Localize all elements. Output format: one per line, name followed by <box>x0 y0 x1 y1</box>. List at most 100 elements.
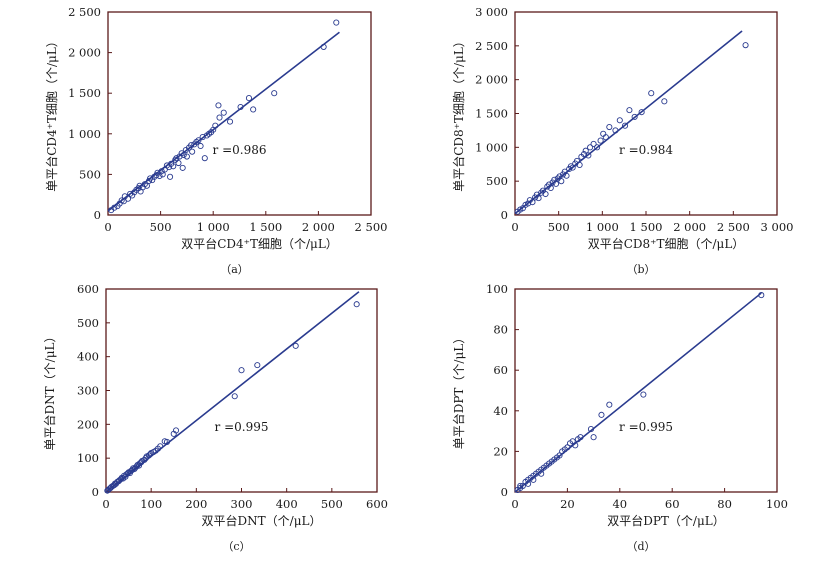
data-point <box>640 391 647 398</box>
data-point <box>173 155 180 162</box>
data-point <box>226 118 234 125</box>
data-point <box>201 155 208 162</box>
y-axis-label: 单平台CD8⁺T细胞（个/μL） <box>451 35 466 192</box>
data-point <box>600 130 607 137</box>
y-axis-label: 单平台DPT（个/μL） <box>451 332 466 450</box>
x-tick-label: 1 500 <box>630 220 663 234</box>
data-point <box>742 42 749 49</box>
correlation-annotation: r =0.986 <box>213 143 267 157</box>
panel-1: 0 500 1 000 1 500 2 000 2 500 0 500 1 000 1 500 2 … <box>44 5 387 276</box>
data-point <box>159 171 166 178</box>
y-tick-label: 0 <box>501 485 508 499</box>
panel-label: （a） <box>220 263 249 276</box>
data-point <box>147 451 154 458</box>
data-point <box>661 98 668 105</box>
y-tick-label: 80 <box>493 323 508 337</box>
correlation-annotation: r =0.995 <box>215 420 269 434</box>
y-tick-label: 2 500 <box>68 5 101 19</box>
data-point <box>353 301 360 308</box>
x-tick-label: 500 <box>548 220 570 234</box>
data-point <box>597 137 604 144</box>
data-point <box>525 480 532 487</box>
data-point <box>567 163 574 170</box>
data-point <box>292 342 299 349</box>
data-point <box>157 443 164 450</box>
data-point <box>552 180 560 187</box>
data-point <box>558 178 565 185</box>
x-tick-label: 80 <box>717 497 732 511</box>
data-point <box>616 117 623 124</box>
x-tick-label: 500 <box>150 220 172 234</box>
data-point <box>582 147 589 154</box>
x-tick-label: 600 <box>366 497 388 511</box>
x-tick-label: 0 <box>511 220 518 234</box>
y-tick-label: 500 <box>79 167 101 181</box>
y-tick-label: 40 <box>493 404 508 418</box>
data-point <box>621 122 629 129</box>
data-point <box>238 367 245 374</box>
y-tick-label: 600 <box>77 282 99 296</box>
data-point <box>758 292 765 299</box>
x-tick-label: 0 <box>511 497 518 511</box>
data-point <box>572 442 579 449</box>
data-point <box>544 183 551 190</box>
x-tick-label: 0 <box>104 220 111 234</box>
x-tick-label: 100 <box>140 497 162 511</box>
x-tick-label: 2 500 <box>355 220 388 234</box>
regression-line <box>514 30 743 215</box>
y-tick-label: 3 000 <box>475 5 508 19</box>
data-point <box>220 109 227 116</box>
plot-frame <box>107 11 372 216</box>
data-point <box>124 195 132 202</box>
y-tick-label: 100 <box>77 451 99 465</box>
y-tick-label: 500 <box>486 174 508 188</box>
data-point <box>594 144 601 151</box>
data-point <box>111 204 118 211</box>
data-point <box>606 401 613 408</box>
x-tick-label: 1 000 <box>197 220 230 234</box>
data-point <box>612 127 619 134</box>
y-tick-label: 2 000 <box>475 73 508 87</box>
panel-label: （b） <box>626 263 655 276</box>
data-point <box>189 148 196 155</box>
x-tick-label: 300 <box>231 497 253 511</box>
y-tick-label: 200 <box>77 417 99 431</box>
data-point <box>530 476 537 483</box>
data-point <box>250 106 257 113</box>
correlation-annotation: r =0.995 <box>619 420 673 434</box>
data-point <box>587 144 594 151</box>
data-point <box>158 168 165 175</box>
data-point <box>237 103 244 111</box>
y-tick-label: 0 <box>94 208 101 222</box>
y-tick-label: 1 000 <box>475 140 508 154</box>
data-point <box>517 482 524 489</box>
y-tick-label: 400 <box>77 350 99 364</box>
x-tick-label: 2 000 <box>673 220 706 234</box>
data-point <box>216 114 223 121</box>
data-point <box>546 181 553 188</box>
data-point <box>638 109 645 116</box>
x-axis-label: 双平台CD8⁺T细胞（个/μL） <box>588 236 745 251</box>
x-tick-label: 2 000 <box>302 220 335 234</box>
data-point <box>525 200 532 207</box>
data-point <box>197 142 204 150</box>
data-point <box>563 172 570 179</box>
data-point <box>271 90 278 97</box>
plot-frame <box>514 288 778 493</box>
y-axis-label: 单平台CD4⁺T细胞（个/μL） <box>44 35 59 192</box>
data-point <box>529 199 536 206</box>
data-point <box>179 164 186 171</box>
data-point <box>590 140 597 147</box>
panel-3: 0 100 200 300 400 500 600 0 100 200 300 400 500 600 双平… <box>42 282 388 553</box>
data-point <box>547 184 554 191</box>
y-tick-label: 20 <box>493 444 508 458</box>
y-tick-label: 1 000 <box>68 127 101 141</box>
x-axis-label: 双平台CD4⁺T细胞（个/μL） <box>181 236 338 251</box>
data-point <box>212 122 219 129</box>
x-tick-label: 200 <box>185 497 207 511</box>
x-tick-label: 1 000 <box>586 220 619 234</box>
data-point <box>535 195 542 202</box>
x-tick-label: 0 <box>102 497 109 511</box>
